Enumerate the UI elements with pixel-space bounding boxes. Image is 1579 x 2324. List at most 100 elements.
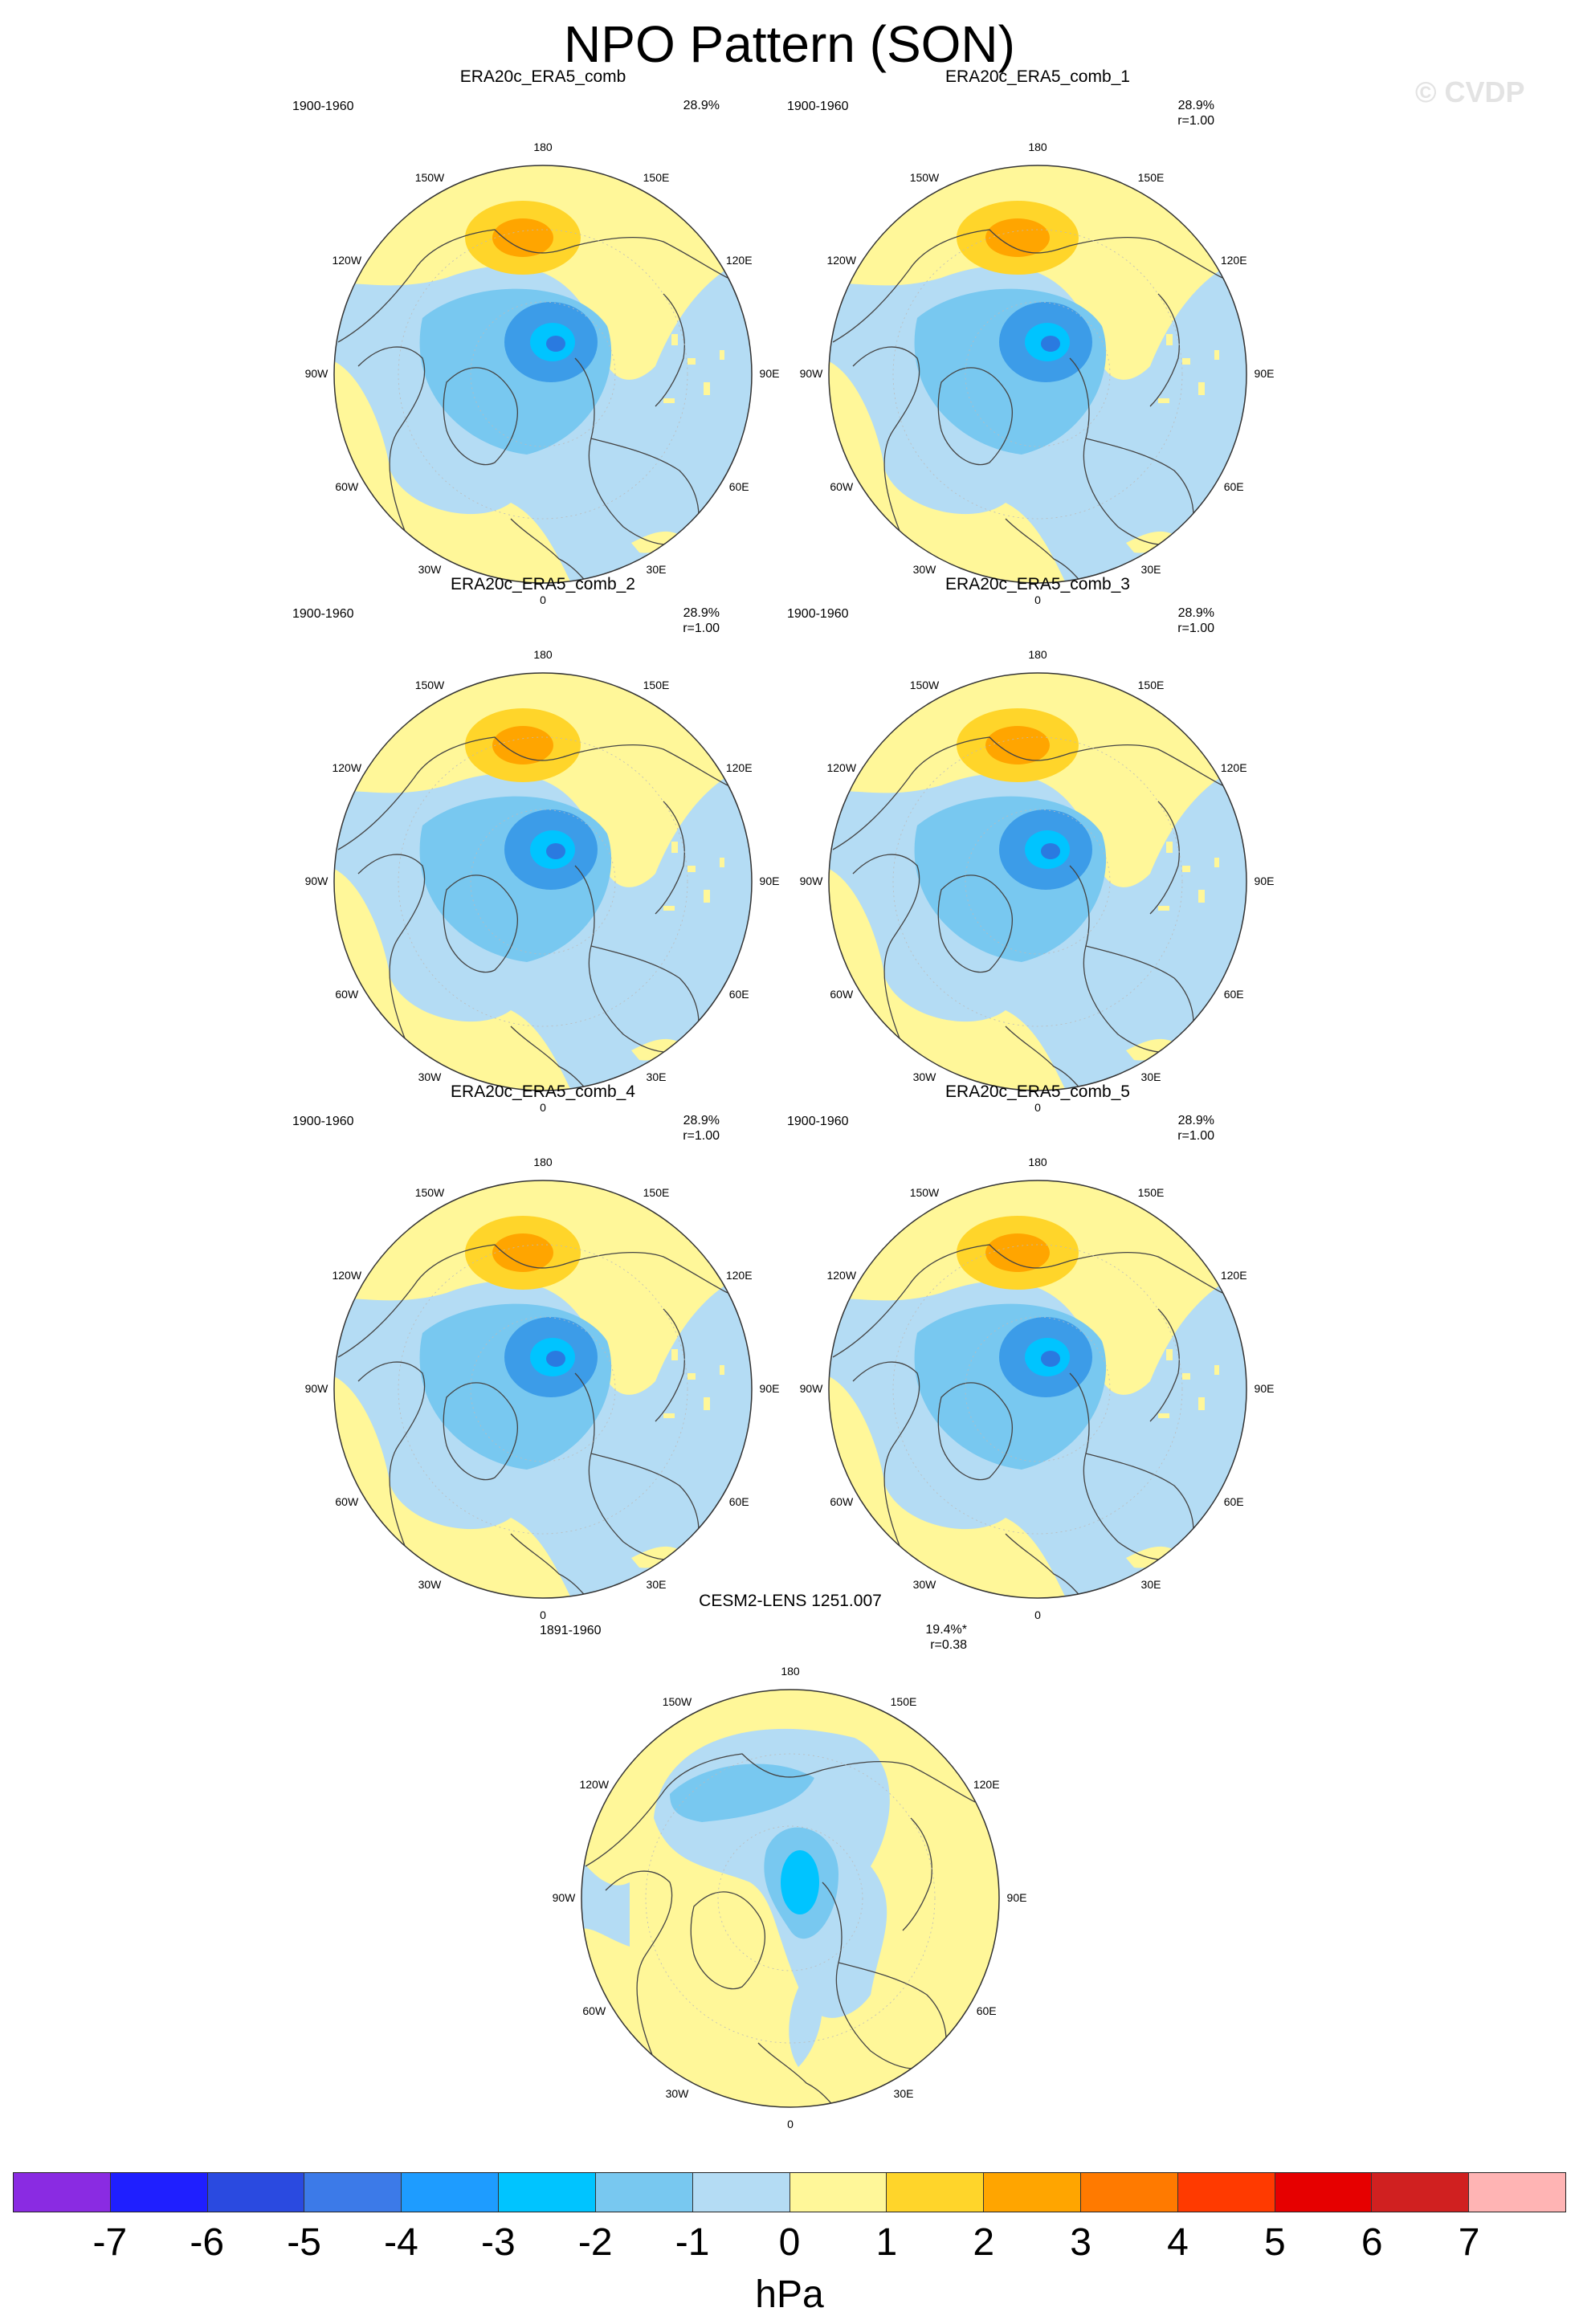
map-border <box>333 672 753 1091</box>
lon-label-120e: 120E <box>1220 761 1247 774</box>
panel-title: CESM2-LENS 1251.007 <box>699 1592 882 1610</box>
lon-label-150e: 150E <box>643 170 670 184</box>
variance-explained: 19.4%* <box>925 1623 967 1637</box>
lon-label-150e: 150E <box>643 1185 670 1199</box>
polar-map <box>828 1180 1247 1599</box>
contour-field <box>829 1180 1246 1598</box>
lon-label-60w: 60W <box>335 1495 359 1508</box>
lon-label-90w: 90W <box>304 367 328 380</box>
lon-label-30w: 30W <box>418 1070 442 1084</box>
panel-stats: 28.9% r=1.00 <box>1150 98 1214 128</box>
panel-stats: 19.4%* r=0.38 <box>903 1622 967 1653</box>
colorbar-tick-label: 2 <box>973 2221 995 2264</box>
lon-label-120w: 120W <box>332 1269 362 1282</box>
lon-label-120e: 120E <box>725 761 753 774</box>
lon-label-60w: 60W <box>830 988 854 1001</box>
lon-label-30e: 30E <box>646 1070 667 1084</box>
pattern-correlation: r=1.00 <box>683 1129 720 1143</box>
panel-period: 1900-1960 <box>292 1115 354 1128</box>
contour-field <box>829 673 1246 1091</box>
lon-label-0: 0 <box>540 593 546 606</box>
lon-label-150w: 150W <box>909 170 940 184</box>
lon-label-30w: 30W <box>418 563 442 577</box>
pattern-correlation: r=1.00 <box>1177 1129 1214 1143</box>
lon-label-90e: 90E <box>1254 367 1275 380</box>
map-border <box>333 165 753 584</box>
contour-field <box>334 1180 752 1598</box>
lon-label-60w: 60W <box>830 1495 854 1508</box>
lon-label-150w: 150W <box>414 170 445 184</box>
lon-label-150w: 150W <box>662 1694 692 1708</box>
lon-label-30e: 30E <box>1140 563 1161 577</box>
panel-title: ERA20c_ERA5_comb <box>459 67 626 86</box>
colorbar-box-8 <box>790 2173 887 2212</box>
lon-label-120w: 120W <box>826 761 857 774</box>
polar-map <box>333 672 753 1091</box>
colorbar-tick-label: 1 <box>875 2221 898 2264</box>
polar-map <box>828 165 1247 584</box>
lon-label-180: 180 <box>533 1156 553 1168</box>
lon-label-90w: 90W <box>304 875 328 887</box>
lon-label-0: 0 <box>1034 593 1041 606</box>
lon-label-120e: 120E <box>725 254 753 267</box>
pattern-correlation: r=1.00 <box>1177 622 1214 635</box>
lon-label-30e: 30E <box>1140 1070 1161 1084</box>
lon-label-0: 0 <box>540 1608 546 1621</box>
colorbar-tick-label: -7 <box>92 2221 128 2264</box>
panel-period: 1900-1960 <box>787 607 849 621</box>
lon-label-120e: 120E <box>973 1778 1000 1791</box>
colorbar-tick-label: 0 <box>778 2221 801 2264</box>
lon-label-30e: 30E <box>646 1578 667 1592</box>
colorbar-tick-label: -3 <box>481 2221 516 2264</box>
lon-label-60w: 60W <box>830 480 854 493</box>
variance-explained: 28.9% <box>1177 99 1214 112</box>
contour-field <box>581 1690 999 2107</box>
pattern-correlation: r=1.00 <box>1177 114 1214 128</box>
lon-label-0: 0 <box>540 1101 546 1114</box>
colorbar-box-1 <box>110 2173 208 2212</box>
lon-label-90e: 90E <box>759 1382 780 1395</box>
lon-label-150e: 150E <box>643 678 670 691</box>
lon-label-60e: 60E <box>1223 1495 1244 1508</box>
panel-title: ERA20c_ERA5_comb_1 <box>945 67 1130 86</box>
lon-label-30w: 30W <box>912 1070 936 1084</box>
colorbar-tick-label: -6 <box>190 2221 225 2264</box>
lon-label-60e: 60E <box>1223 988 1244 1001</box>
panel-stats: 28.9% r=1.00 <box>1150 1113 1214 1144</box>
panel-title: ERA20c_ERA5_comb_3 <box>945 575 1130 593</box>
panel-period: 1900-1960 <box>292 100 354 113</box>
variance-explained: 28.9% <box>683 1114 720 1127</box>
colorbar-tick-label: -5 <box>287 2221 321 2264</box>
panel-stats: 28.9% r=1.00 <box>655 605 720 636</box>
map-border <box>828 165 1247 584</box>
lon-label-90w: 90W <box>799 875 823 887</box>
lon-label-60e: 60E <box>728 1495 749 1508</box>
colorbar-box-15 <box>1469 2173 1565 2212</box>
lon-label-150w: 150W <box>414 678 445 691</box>
colorbar-box-10 <box>984 2173 1081 2212</box>
contour-field <box>334 673 752 1091</box>
panel-stats: 28.9% r=1.00 <box>1150 605 1214 636</box>
map-border <box>581 1689 1000 2108</box>
panel-title: ERA20c_ERA5_comb_2 <box>451 575 635 593</box>
cvdp-watermark: © CVDP <box>1415 75 1525 108</box>
map-border <box>828 1180 1247 1599</box>
colorbar-box-11 <box>1080 2173 1178 2212</box>
panel-period: 1900-1960 <box>787 1115 849 1128</box>
lon-label-120e: 120E <box>1220 254 1247 267</box>
lon-label-60e: 60E <box>976 2004 997 2017</box>
lon-label-60e: 60E <box>1223 480 1244 493</box>
variance-explained: 28.9% <box>683 606 720 620</box>
colorbar-box-14 <box>1372 2173 1470 2212</box>
lon-label-120w: 120W <box>826 254 857 267</box>
colorbar-box-0 <box>14 2173 111 2212</box>
lon-label-150w: 150W <box>909 678 940 691</box>
lon-label-150e: 150E <box>1137 678 1165 691</box>
pattern-correlation: r=0.38 <box>930 1638 967 1652</box>
polar-map <box>333 165 753 584</box>
colorbar-tick-label: -2 <box>577 2221 613 2264</box>
contour-field <box>334 165 752 583</box>
lon-label-180: 180 <box>533 141 553 153</box>
lon-label-60w: 60W <box>582 2004 606 2017</box>
colorbar-box-4 <box>402 2173 500 2212</box>
